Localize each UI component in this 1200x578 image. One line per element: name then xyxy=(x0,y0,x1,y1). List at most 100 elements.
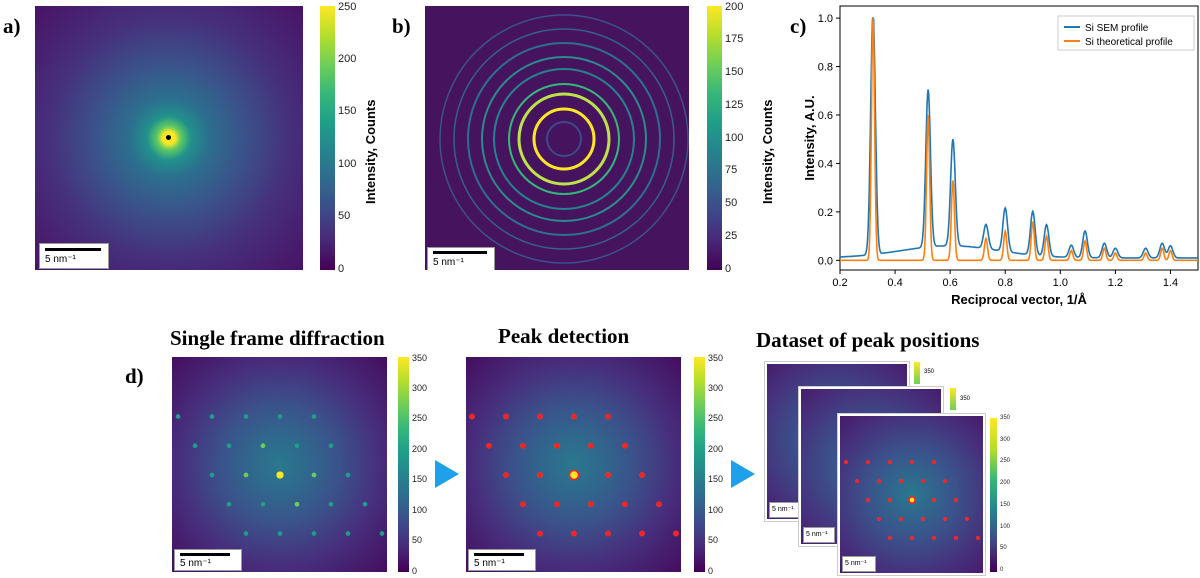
peak-marker xyxy=(866,460,870,465)
diffraction-spot xyxy=(260,501,266,507)
diffraction-spot xyxy=(243,472,249,478)
peak-marker xyxy=(943,479,947,484)
peak-marker xyxy=(622,442,628,449)
colorbar-tick: 350 xyxy=(708,352,724,363)
line-chart-c: 0.2 0.4 0.6 0.8 1.0 1.2 1.4 0.0 0.2 0.4 0.6 0.8 1.0 R… xyxy=(802,5,1199,307)
diffraction-spot xyxy=(260,443,266,449)
diffraction-spot xyxy=(294,501,300,507)
colorbar-tick: 300 xyxy=(412,382,428,393)
peak-detection-image: 5 nm⁻¹ xyxy=(466,357,681,572)
peak-marker xyxy=(639,530,645,537)
colorbar-tick: 0 xyxy=(338,262,345,275)
center-peak-marker xyxy=(908,496,916,504)
colorbar-tick: 350 xyxy=(1000,415,1011,421)
series-line-sem xyxy=(839,16,1198,259)
diffraction-spot xyxy=(328,501,334,507)
peak-marker xyxy=(954,498,958,502)
peak-marker xyxy=(932,535,936,540)
peak-marker xyxy=(910,535,914,540)
colorbar-tick: 250 xyxy=(1000,458,1011,465)
diffraction-spot xyxy=(908,496,916,504)
detected-peaks-d3 xyxy=(844,460,980,540)
peak-marker xyxy=(899,516,903,521)
diffraction-image-a: 5 nm⁻¹ xyxy=(35,6,303,270)
peak-marker xyxy=(469,413,475,420)
y-tick-label: 0.8 xyxy=(818,62,833,74)
peak-marker xyxy=(486,442,492,449)
peak-marker xyxy=(554,442,560,449)
scalebar-d2: 5 nm⁻¹ xyxy=(468,549,536,571)
colorbar-b xyxy=(707,6,722,270)
peak-marker xyxy=(899,479,903,484)
colorbar-tick: 100 xyxy=(725,131,744,144)
diffraction-spot xyxy=(311,531,317,536)
diffraction-spot xyxy=(311,472,317,478)
diffraction-spot xyxy=(345,531,351,536)
detected-peaks-d2 xyxy=(469,413,679,537)
peak-marker xyxy=(537,530,543,537)
peak-marker xyxy=(888,498,892,502)
x-tick-label: 0.6 xyxy=(943,277,958,289)
title-dataset: Dataset of peak positions xyxy=(756,328,980,352)
legend-entry: Si theoretical profile xyxy=(1085,37,1173,48)
diffraction-spot xyxy=(226,443,232,449)
peak-marker xyxy=(571,530,577,537)
colorbar-tick: 75 xyxy=(725,164,738,177)
x-tick-label: 1.4 xyxy=(1163,277,1178,289)
peak-marker xyxy=(921,516,925,521)
stack-colorbar-1-tick: 350 xyxy=(924,369,935,375)
colorbar-tick: 200 xyxy=(708,443,724,454)
diffraction-spot xyxy=(243,414,249,419)
diffraction-spot xyxy=(294,443,300,449)
colorbar-tick: 150 xyxy=(708,474,724,485)
peak-marker xyxy=(976,535,980,540)
diffraction-spot xyxy=(226,501,232,507)
colorbar-d2 xyxy=(694,357,705,572)
colorbar-tick: 50 xyxy=(725,197,738,209)
diffraction-spot xyxy=(175,414,181,419)
colorbar-a-label: Intensity, Counts xyxy=(363,99,378,204)
colorbar-tick: 200 xyxy=(725,0,744,13)
colorbar-b-label: Intensity, Counts xyxy=(760,99,775,204)
scalebar-a: 5 nm⁻¹ xyxy=(39,243,109,269)
colorbar-tick: 250 xyxy=(338,0,357,13)
colorbar-tick: 100 xyxy=(708,504,724,515)
peak-marker xyxy=(605,472,611,478)
peak-marker xyxy=(537,472,543,478)
peak-marker xyxy=(910,460,914,465)
y-tick-label: 0.0 xyxy=(818,255,833,267)
diffraction-image-b: 5 nm⁻¹ xyxy=(425,6,689,270)
chart-legend xyxy=(1057,15,1195,51)
peak-marker xyxy=(932,498,936,502)
peak-marker xyxy=(537,413,543,420)
title-single-frame: Single frame diffraction xyxy=(170,326,385,350)
stack-colorbar-3-ticks: 350 300 250 200 150 100 50 0 xyxy=(1000,415,1024,573)
diffraction-spot xyxy=(379,531,385,536)
colorbar-tick: 50 xyxy=(338,210,351,223)
peak-marker xyxy=(855,479,859,484)
colorbar-tick: 250 xyxy=(708,413,724,424)
colorbar-d2-ticks: 350 300 250 200 150 100 50 0 xyxy=(708,353,738,576)
x-tick-label: 0.2 xyxy=(832,277,847,289)
arrow-right-icon-2 xyxy=(731,460,755,488)
peak-marker xyxy=(503,472,509,478)
diffraction-spot xyxy=(569,470,579,480)
center-peak-marker xyxy=(568,469,580,481)
peak-marker xyxy=(888,535,892,540)
x-tick-label: 1.2 xyxy=(1108,277,1123,289)
diffraction-spot xyxy=(192,443,198,449)
y-tick-label: 0.4 xyxy=(818,158,833,170)
colorbar-d1-ticks: 350 300 250 200 150 100 50 0 xyxy=(412,353,442,576)
colorbar-tick: 150 xyxy=(725,66,744,78)
peak-marker xyxy=(921,479,925,484)
colorbar-tick: 100 xyxy=(412,504,428,515)
diffraction-spot xyxy=(277,531,283,536)
colorbar-tick: 0 xyxy=(708,565,714,576)
diffraction-spot xyxy=(345,472,351,478)
colorbar-tick: 100 xyxy=(1000,523,1011,530)
colorbar-tick: 200 xyxy=(1000,480,1011,487)
peak-marker xyxy=(639,472,645,478)
peak-marker xyxy=(965,516,969,521)
diffraction-spot xyxy=(311,414,317,419)
title-peak-detection: Peak detection xyxy=(498,324,630,348)
